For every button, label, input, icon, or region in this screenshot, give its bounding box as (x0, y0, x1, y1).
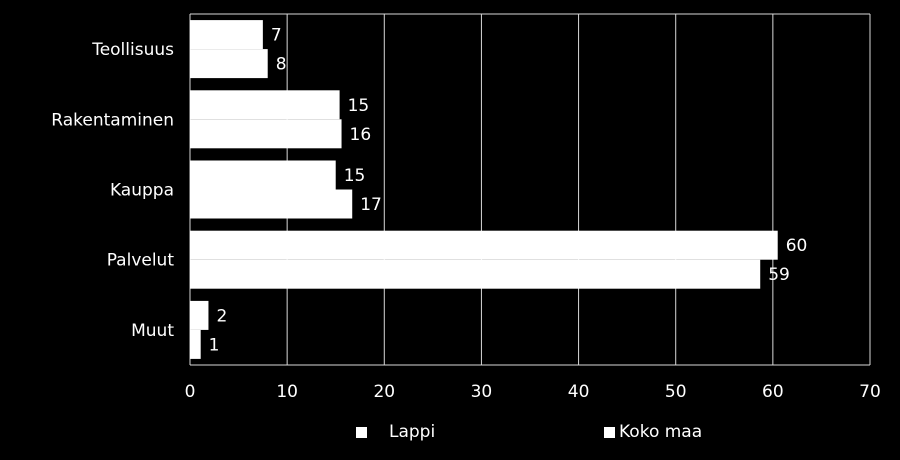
legend-label-koko-maa: Koko maa (619, 422, 703, 442)
data-label-koko-maa-kauppa: 17 (360, 195, 382, 215)
legend-label-lappi: Lappi (389, 422, 436, 442)
x-tick-labels: 0 10 20 30 40 50 60 70 (185, 382, 881, 402)
category-label-rakentaminen: Rakentaminen (51, 110, 174, 130)
bar-koko-maa-teollisuus (190, 49, 268, 79)
bar-koko-maa-rakentaminen (190, 119, 342, 149)
bar-lappi-teollisuus (190, 20, 263, 50)
grid-lines (189, 13, 871, 366)
legend-swatch-koko-maa (604, 426, 615, 438)
category-labels: Teollisuus Rakentaminen Kauppa Palvelut Muut (51, 40, 174, 341)
x-tick-label-10: 10 (276, 382, 298, 402)
x-tick-label-20: 20 (373, 382, 395, 402)
legend-item-koko-maa: Koko maa (604, 422, 702, 442)
data-label-koko-maa-palvelut: 59 (768, 265, 790, 285)
data-labels: 7 8 15 16 15 17 60 59 2 1 (209, 26, 808, 356)
category-label-muut: Muut (131, 321, 174, 341)
data-label-lappi-kauppa: 15 (344, 166, 366, 186)
bar-koko-maa-muut (190, 329, 201, 359)
data-label-koko-maa-muut: 1 (209, 335, 220, 355)
legend-swatch-lappi (356, 426, 367, 438)
category-label-palvelut: Palvelut (107, 251, 175, 271)
category-label-kauppa: Kauppa (110, 181, 174, 201)
x-tick-label-60: 60 (762, 382, 784, 402)
bar-koko-maa-palvelut (190, 259, 761, 289)
x-tick-label-70: 70 (859, 382, 881, 402)
data-label-lappi-teollisuus: 7 (271, 26, 282, 46)
bar-lappi-kauppa (190, 160, 336, 190)
legend-item-lappi: Lappi (356, 422, 435, 442)
data-label-lappi-muut: 2 (216, 306, 227, 326)
x-tick-label-30: 30 (471, 382, 493, 402)
bars (190, 20, 778, 359)
data-label-lappi-rakentaminen: 15 (348, 96, 370, 116)
bar-koko-maa-kauppa (190, 189, 353, 219)
bar-lappi-muut (190, 300, 209, 330)
x-tick-label-50: 50 (665, 382, 687, 402)
category-label-teollisuus: Teollisuus (91, 40, 174, 60)
bar-lappi-rakentaminen (190, 90, 340, 120)
data-label-koko-maa-rakentaminen: 16 (350, 125, 372, 145)
data-label-koko-maa-teollisuus: 8 (276, 55, 287, 75)
x-tick-label-0: 0 (185, 382, 196, 402)
x-tick-label-40: 40 (568, 382, 590, 402)
data-label-lappi-palvelut: 60 (786, 236, 808, 256)
bar-lappi-palvelut (190, 230, 778, 260)
